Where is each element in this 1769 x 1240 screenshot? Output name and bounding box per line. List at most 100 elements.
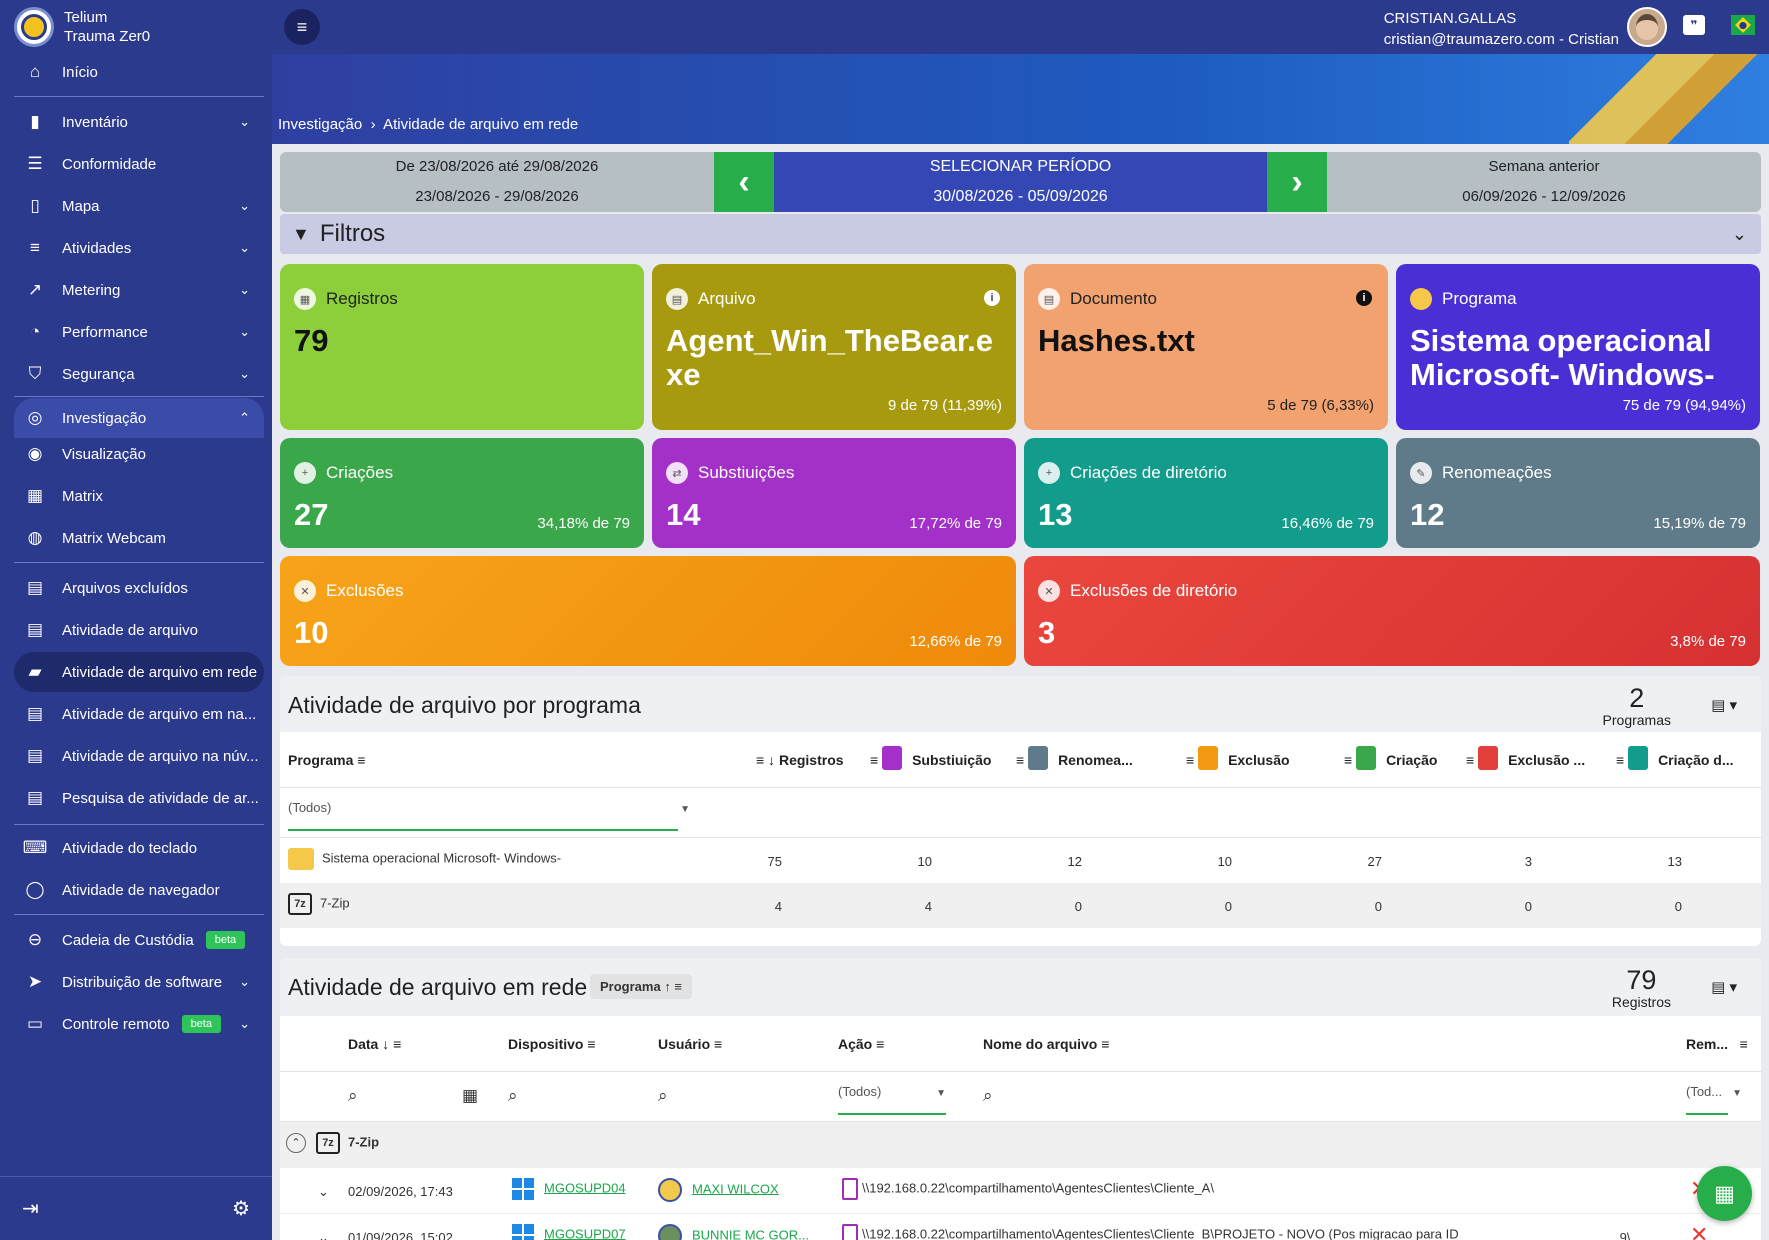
sidebar-item-mapa[interactable]: ▯ Mapa ⌄	[14, 186, 264, 226]
sidebar-item-atividade-teclado[interactable]: ⌨ Atividade do teclado	[22, 838, 198, 857]
export-button[interactable]: ▤ ▾	[1711, 697, 1737, 714]
device-link[interactable]: MGOSUPD07	[544, 1226, 626, 1240]
card-exclusoes[interactable]: ✕ Exclusões 10 12,66% de 79	[280, 556, 1016, 666]
collapse-icon[interactable]: ⌃	[286, 1133, 306, 1153]
group-by-chip[interactable]: Programa ↑ ≡	[590, 974, 693, 999]
card-arquivo[interactable]: ▤ Arquivo i Agent_Win_TheBear.exe 9 de 79…	[652, 264, 1016, 430]
col-exclusao-diretorio[interactable]: ≡ Exclusão ...	[1466, 746, 1585, 771]
chat-icon[interactable]: ❞	[1683, 15, 1705, 35]
sidebar-item-controle-remoto[interactable]: ▭ Controle remoto beta ⌄	[14, 1004, 264, 1044]
sidebar-item-atividades[interactable]: ≡ Atividades ⌄	[14, 228, 264, 268]
calendar-icon[interactable]: ▦	[462, 1086, 479, 1105]
sidebar-item-atividade-arquivo[interactable]: ▤ Atividade de arquivo	[14, 610, 264, 650]
sidebar-item-investigacao[interactable]: ◎ Investigação ⌃	[14, 398, 264, 438]
search-icon[interactable]: ⌕	[508, 1086, 518, 1105]
table-row[interactable]: Sistema operacional Microsoft- Windows- …	[280, 838, 1761, 883]
sidebar-item-visualizacao[interactable]: ◉ Visualização	[14, 434, 264, 474]
search-icon[interactable]: ⌕	[348, 1086, 358, 1105]
filter-lines-icon[interactable]: ≡	[1616, 752, 1625, 768]
brazil-flag-icon[interactable]	[1731, 15, 1755, 35]
card-documento[interactable]: ▤ Documento i Hashes.txt 5 de 79 (6,33%)	[1024, 264, 1388, 430]
hamburger-menu-icon[interactable]: ≡	[284, 9, 320, 45]
card-criacoes[interactable]: + Criações 27 34,18% de 79	[280, 438, 644, 548]
card-criacoes-diretorio[interactable]: + Criações de diretório 13 16,46% de 79	[1024, 438, 1388, 548]
add-report-button[interactable]: ▦	[1697, 1166, 1752, 1221]
card-exclusoes-diretorio[interactable]: ✕ Exclusões de diretório 3 3,8% de 79	[1024, 556, 1760, 666]
chevron-up-icon: ⌃	[239, 410, 250, 425]
filter-lines-icon[interactable]: ≡	[1016, 752, 1025, 768]
card-substituicoes[interactable]: ⇄ Substiuições 14 17,72% de 79	[652, 438, 1016, 548]
user-link[interactable]: BUNNIE MC GOR...	[692, 1227, 810, 1240]
col-renomeacao[interactable]: ≡ Renomea...	[1016, 746, 1133, 771]
sidebar-item-matrix-webcam[interactable]: ◍ Matrix Webcam	[14, 518, 264, 558]
col-acao[interactable]: Ação ≡	[838, 1036, 885, 1052]
card-renomeacoes[interactable]: ✎ Renomeações 12 15,19% de 79	[1396, 438, 1760, 548]
breadcrumb-current: Atividade de arquivo em rede	[383, 116, 579, 133]
sidebar-item-atividade-arquivo-nuvem[interactable]: ▤ Atividade de arquivo na núv...	[14, 736, 264, 776]
table-row[interactable]: ⌄ 02/09/2026, 17:43 MGOSUPD04 MAXI WILCO…	[280, 1168, 1761, 1214]
table-row[interactable]: 7z 7-Zip 4 4 0 0 0 0 0	[280, 883, 1761, 928]
card-programa[interactable]: Programa Sistema operacional Microsoft- …	[1396, 264, 1760, 430]
sidebar-item-seguranca[interactable]: ⛉ Segurança ⌄	[14, 354, 264, 394]
sidebar-item-cadeia-custodia[interactable]: ⊖ Cadeia de Custódia beta	[14, 920, 264, 960]
sidebar-item-arquivos-excluidos[interactable]: ▤ Arquivos excluídos	[14, 568, 264, 608]
brand[interactable]: Telium Trauma Zer0	[0, 0, 272, 54]
filter-lines-icon[interactable]: ≡	[870, 752, 879, 768]
filter-lines-icon[interactable]: ≡	[1186, 752, 1195, 768]
col-criacao-diretorio[interactable]: ≡ Criação d...	[1616, 746, 1734, 771]
sidebar-item-inventario[interactable]: ▮ Inventário ⌄	[14, 102, 264, 142]
user-info[interactable]: CRISTIAN.GALLAS cristian@traumazero.com …	[1384, 8, 1619, 50]
sidebar-item-conformidade[interactable]: ☰ Conformidade	[14, 144, 264, 184]
col-substituicao[interactable]: ≡ Substiuição	[870, 746, 991, 771]
col-registros[interactable]: ≡ ↓ Registros	[756, 752, 844, 768]
filters-bar[interactable]: ▼ Filtros ⌄	[280, 214, 1761, 254]
next-period[interactable]: Semana anterior 06/09/2026 - 12/09/2026	[1327, 152, 1761, 212]
sidebar-item-atividade-navegador[interactable]: ◯ Atividade de navegador	[14, 870, 264, 910]
previous-period[interactable]: De 23/08/2026 até 29/08/2026 23/08/2026 …	[280, 152, 714, 212]
col-programa[interactable]: Programa ≡	[288, 752, 366, 768]
inventory-icon: ▮	[30, 112, 40, 131]
filter-lines-icon[interactable]: ≡	[1344, 752, 1353, 768]
sidebar-item-atividade-arquivo-rede[interactable]: ▰ Atividade de arquivo em rede	[14, 652, 264, 692]
sidebar-item-performance[interactable]: ◔ Performance ⌄	[14, 312, 264, 352]
folder-network-icon: ▰	[28, 662, 42, 681]
col-nome-arquivo[interactable]: Nome do arquivo ≡	[983, 1036, 1110, 1052]
sidebar-item-distribuicao-software[interactable]: ➤ Distribuição de software ⌄	[14, 962, 264, 1002]
col-criacao[interactable]: ≡ Criação	[1344, 746, 1437, 771]
device-link[interactable]: MGOSUPD04	[544, 1180, 626, 1196]
breadcrumb-root[interactable]: Investigação	[278, 116, 363, 133]
col-exclusao[interactable]: ≡ Exclusão	[1186, 746, 1290, 771]
select-period-button[interactable]: SELECIONAR PERÍODO 30/08/2026 - 05/09/20…	[774, 152, 1267, 212]
col-data[interactable]: Data ↓ ≡	[348, 1036, 402, 1052]
expand-row-icon[interactable]: ⌄	[318, 1184, 329, 1199]
previous-period-button[interactable]: ‹	[714, 152, 774, 212]
col-usuario[interactable]: Usuário ≡	[658, 1036, 723, 1052]
info-icon[interactable]: i	[984, 290, 1000, 306]
search-icon[interactable]: ⌕	[983, 1086, 993, 1105]
group-row[interactable]: ⌃ 7z 7-Zip	[280, 1122, 1761, 1168]
sidebar-item-pesquisa-atividade[interactable]: ▤ Pesquisa de atividade de ar...	[14, 778, 264, 818]
filter-lines-icon[interactable]: ≡	[1466, 752, 1475, 768]
program-filter-select[interactable]: (Todos) ▼	[288, 800, 690, 831]
sidebar-item-metering[interactable]: ↗ Metering ⌄	[14, 270, 264, 310]
user-link[interactable]: MAXI WILCOX	[692, 1181, 779, 1197]
card-registros[interactable]: ▦ Registros 79	[280, 264, 644, 430]
expand-row-icon[interactable]: ⌄	[318, 1230, 329, 1240]
next-period-button[interactable]: ›	[1267, 152, 1327, 212]
filter-lines-icon[interactable]: ≡	[357, 752, 366, 768]
remote-filter-select[interactable]: (Tod... ▼	[1686, 1084, 1742, 1115]
info-icon[interactable]: i	[1356, 290, 1372, 306]
export-button[interactable]: ▤ ▾	[1711, 979, 1737, 996]
filter-lines-icon[interactable]: ≡	[756, 752, 765, 768]
col-remoto[interactable]: Rem... ≡	[1686, 1036, 1748, 1052]
avatar[interactable]	[1627, 7, 1667, 47]
gear-icon[interactable]: ⚙	[232, 1198, 250, 1220]
logout-icon[interactable]: ⇥	[22, 1198, 39, 1220]
search-icon[interactable]: ⌕	[658, 1086, 668, 1105]
table-row[interactable]: ⌄ 01/09/2026, 15:02 MGOSUPD07 BUNNIE MC …	[280, 1214, 1761, 1240]
sidebar-item-inicio[interactable]: ⌂ Início	[14, 52, 264, 92]
col-dispositivo[interactable]: Dispositivo ≡	[508, 1036, 596, 1052]
sidebar-item-atividade-arquivo-nativo[interactable]: ▤ Atividade de arquivo em na...	[14, 694, 264, 734]
sidebar-item-matrix[interactable]: ▦ Matrix	[14, 476, 264, 516]
action-filter-select[interactable]: (Todos) ▼	[838, 1084, 946, 1115]
